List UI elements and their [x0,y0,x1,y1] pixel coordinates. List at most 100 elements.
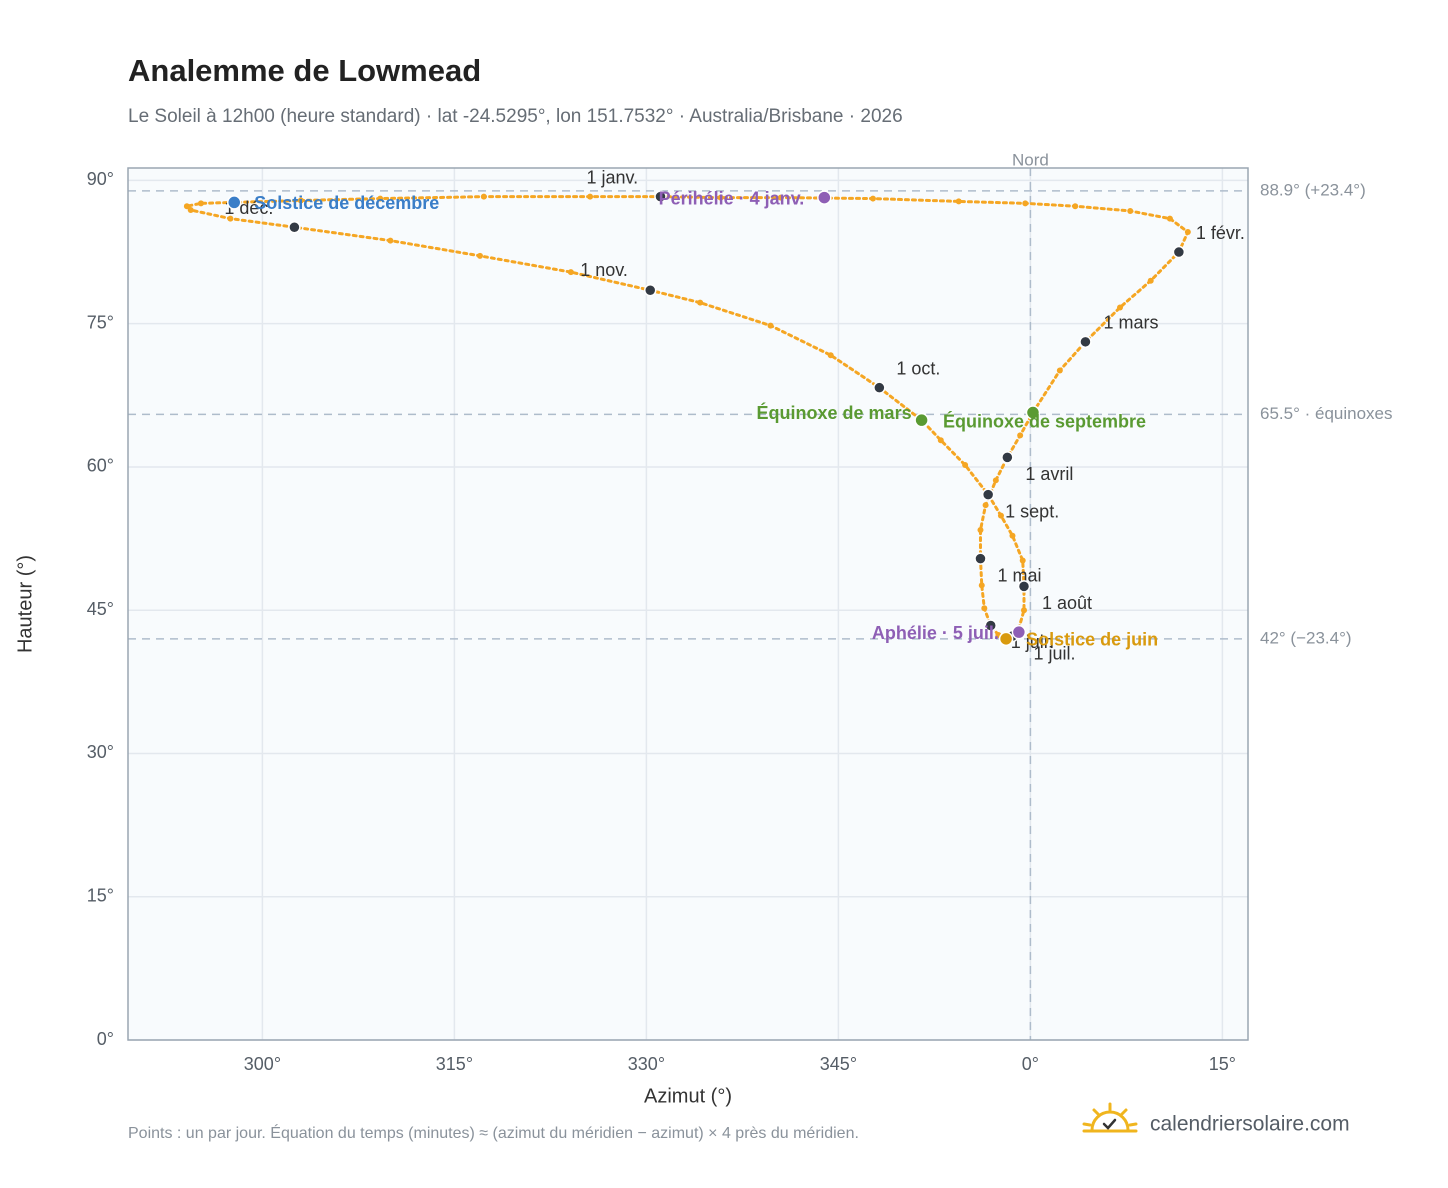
plot-border [127,167,1249,1041]
brand-logo [1082,1102,1138,1133]
y-axis-label: Hauteur (°) [14,555,36,653]
grid [128,168,1248,1041]
event-point [914,412,929,428]
day-point [587,193,594,200]
event-label: Équinoxe de mars [757,402,912,423]
month-point [288,220,301,234]
x-tick-label: 15° [1209,1054,1236,1074]
event-point [817,190,832,205]
day-point [1147,277,1154,284]
event-label: Équinoxe de septembre [943,410,1146,431]
day-point [977,526,984,533]
month-label: 1 févr. [1196,223,1245,243]
x-tick-label: 315° [436,1054,473,1074]
brand: calendriersolaire.com [1150,1113,1350,1136]
month-point [873,381,886,394]
y-tick-label: 15° [87,885,114,905]
meridian-label: Nord [1012,150,1049,169]
day-point [183,203,190,210]
footnote: Points : un par jour. Équation du temps … [128,1123,859,1142]
x-axis-label: Azimut (°) [644,1085,732,1107]
month-point [1172,245,1186,259]
month-point [1079,335,1092,349]
event-label: Périhélie · 4 janv. [659,188,805,208]
x-tick-label: 345° [820,1054,857,1074]
day-point [827,352,834,359]
day-point [480,193,487,200]
month-point [974,552,987,565]
day-point [297,197,304,204]
day-point [1017,432,1024,439]
event-point [1011,624,1027,640]
month-point [1001,451,1014,464]
month-label: 1 sept. [1005,501,1059,521]
month-label: 1 juil. [1033,644,1075,664]
day-point [377,195,384,202]
day-point [717,194,724,201]
event-point [1025,405,1041,420]
month-point [984,619,997,632]
day-point [1184,228,1191,235]
day-point [227,215,234,222]
day-point [1072,203,1079,210]
day-point [187,207,194,214]
day-point [955,198,962,205]
reference-label: 65.5° · équinoxes [1260,404,1393,423]
day-point [477,252,483,259]
day-point [992,477,999,484]
month-point [1017,580,1031,593]
day-point [1127,207,1134,214]
event-point [998,631,1014,647]
day-point [962,462,969,469]
reference-label: 42° (−23.4°) [1260,628,1352,647]
day-point [1009,532,1016,539]
event-label: Solstice de juin [1026,630,1158,650]
y-tick-label: 30° [87,742,114,762]
y-tick-label: 60° [87,456,114,476]
month-label: 1 avril [1025,464,1073,484]
day-point [1056,367,1063,374]
day-point [567,269,574,276]
event-point [226,195,242,210]
day-point [777,194,784,201]
y-tick-label: 0° [97,1029,114,1049]
event-label: Aphélie · 5 juil. [872,623,999,643]
day-point [197,200,204,207]
month-label: 1 oct. [896,358,940,378]
month-label: 1 août [1042,593,1092,613]
day-point [981,605,988,612]
month-label: 1 janv. [586,167,638,187]
day-point [1166,215,1173,222]
month-point [643,284,657,297]
day-point [982,502,989,509]
day-point [869,195,876,202]
day-point [978,582,985,589]
month-point [654,190,667,203]
x-tick-label: 330° [628,1054,665,1074]
x-tick-label: 300° [244,1054,281,1074]
y-tick-label: 90° [87,169,114,189]
day-point [697,299,704,306]
day-point [937,437,944,444]
reference-label: 88.9° (+23.4°) [1260,180,1366,199]
x-tick-label: 0° [1022,1054,1039,1074]
month-label: 1 mai [997,565,1041,585]
month-label: 1 mars [1103,313,1158,333]
month-label: 1 nov. [580,260,628,280]
day-point [1022,200,1029,207]
day-point [997,512,1004,519]
day-point [1021,607,1027,614]
event-label: Solstice de décembre [254,193,439,213]
day-point [1117,304,1123,311]
day-point [767,322,774,329]
chart-subtitle: Le Soleil à 12h00 (heure standard) · lat… [128,106,903,127]
y-tick-label: 45° [87,599,114,619]
day-point [1019,557,1026,564]
y-tick-label: 75° [87,312,114,332]
chart-title: Analemme de Lowmead [128,53,481,88]
plot-area [128,168,1248,1040]
month-point [981,488,995,501]
day-point [387,237,394,244]
